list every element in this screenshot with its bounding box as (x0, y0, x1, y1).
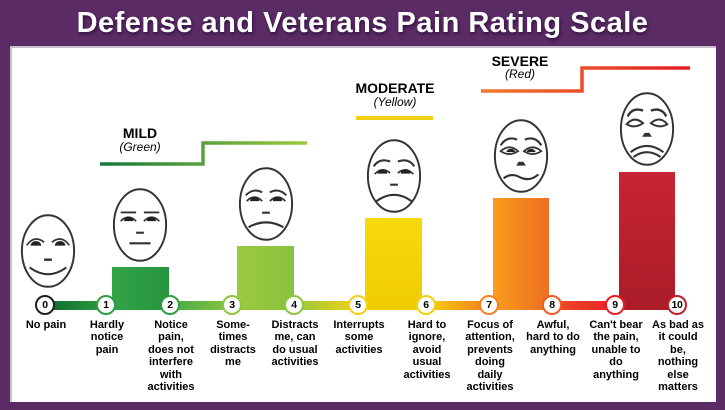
pain-bar-level-1-2 (112, 267, 169, 310)
scale-label-8: Awful, hard to do anything (526, 319, 580, 356)
scale-point-8: 8 (542, 295, 562, 315)
pain-bar-level-9-10 (619, 172, 675, 310)
face-sad-frown-icon (366, 139, 422, 213)
scale-label-10: As bad as it could be, nothing else matt… (652, 319, 704, 394)
scale-point-2: 2 (160, 295, 180, 315)
mild-band-qualifier: (Green) (119, 140, 161, 154)
scale-point-0: 0 (35, 295, 55, 315)
scale-label-6: Hard to ignore, avoid usual activities (403, 319, 451, 381)
severe-band-label: SEVERE (491, 53, 549, 69)
pain-bar-level-7-8 (493, 198, 549, 310)
face-smiling-icon (20, 214, 76, 288)
scale-point-3: 3 (222, 295, 242, 315)
scale-label-1: Hardly notice pain (89, 319, 125, 356)
page-title: Defense and Veterans Pain Rating Scale (76, 7, 649, 39)
mild-band-label: MILD (122, 125, 158, 141)
scale-point-9: 9 (605, 295, 625, 315)
face-distressed-icon (493, 119, 549, 193)
moderate-band-label: MODERATE (355, 80, 435, 96)
scale-point-1: 1 (96, 295, 116, 315)
scale-point-4: 4 (284, 295, 304, 315)
scale-label-9: Can't bear the pain, unable to do anythi… (589, 319, 643, 381)
scale-point-7: 7 (479, 295, 499, 315)
face-slight-frown-icon (238, 167, 294, 241)
scale-label-4: Distracts me, can do usual activities (271, 319, 319, 369)
scale-point-5: 5 (348, 295, 368, 315)
scale-label-0: No pain (25, 319, 67, 331)
face-grimacing-in-pain-icon (619, 92, 675, 166)
scale-label-3: Some- times distracts me (210, 319, 256, 369)
pain-bar-level-5-6 (365, 218, 422, 310)
scale-label-7: Focus of attention, prevents doing daily… (465, 319, 515, 394)
scale-label-2: Notice pain, does not interfere with act… (147, 319, 195, 394)
scale-point-6: 6 (416, 295, 436, 315)
scale-point-10: 10 (667, 295, 687, 315)
face-neutral-icon (112, 188, 168, 262)
severe-band-qualifier: (Red) (504, 67, 535, 81)
moderate-band-qualifier: (Yellow) (373, 95, 417, 109)
scale-label-5: Interrupts some activities (333, 319, 385, 356)
